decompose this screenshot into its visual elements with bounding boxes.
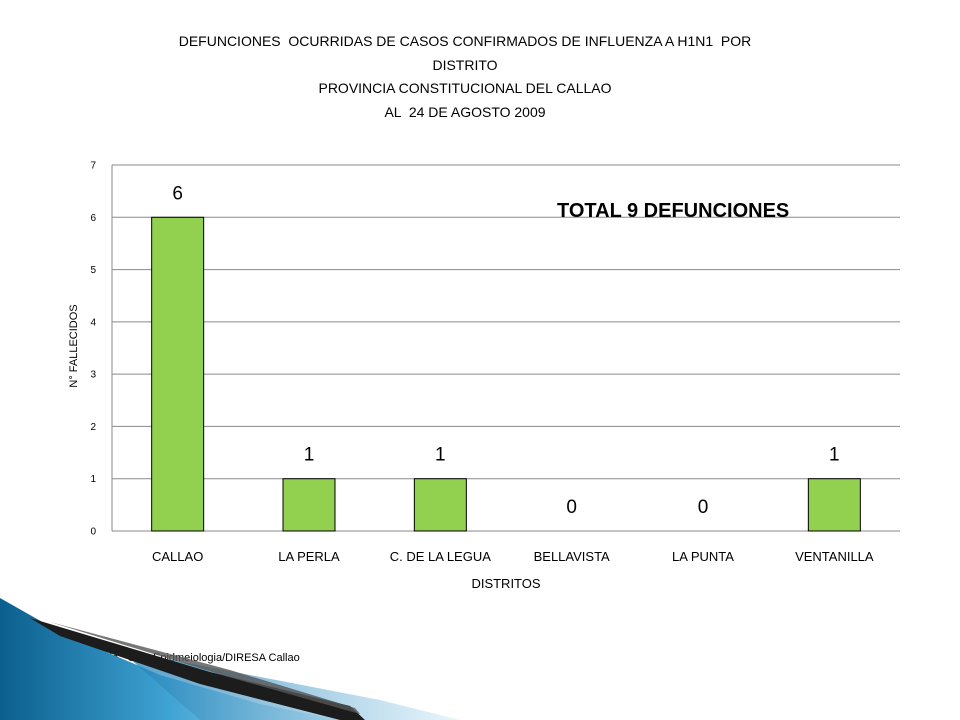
y-tick-label: 4: [90, 317, 96, 328]
chart-title-line: PROVINCIA CONSTITUCIONAL DEL CALLAO: [318, 80, 612, 96]
y-tick-label: 7: [90, 161, 96, 172]
x-tick-label: C. DE LA LEGUA: [390, 549, 491, 564]
y-tick-label: 5: [90, 265, 96, 276]
x-tick-label: LA PUNTA: [672, 549, 734, 564]
y-axis-title: N° FALLECIDOS: [68, 304, 80, 387]
data-label: 1: [435, 445, 446, 466]
bar: [151, 216, 205, 532]
chart-title-line: DISTRITO: [432, 56, 498, 73]
chart-title-line: DEFUNCIONES OCURRIDAS DE CASOS CONFIRMAD…: [178, 33, 752, 49]
bar: [282, 478, 336, 532]
data-label: 0: [566, 497, 577, 518]
y-tick-label: 6: [90, 213, 96, 224]
total-annotation: TOTAL 9 DEFUNCIONES: [557, 200, 789, 222]
y-tick-label: 1: [90, 474, 96, 485]
x-axis-title: DISTRITOS: [471, 576, 540, 591]
x-tick-label: CALLAO: [152, 549, 203, 564]
data-label: 6: [172, 183, 183, 204]
x-tick-label: LA PERLA: [278, 549, 340, 564]
x-tick-label: VENTANILLA: [795, 549, 874, 564]
y-tick-label: 3: [90, 370, 96, 381]
bar: [413, 478, 467, 532]
chart-title: DEFUNCIONES OCURRIDAS DE CASOS CONFIRMAD…: [90, 30, 840, 124]
credit-note: Elaborado : Ofic. Epidmeiologia/DIRESA C…: [68, 652, 300, 664]
y-tick-label: 2: [90, 422, 96, 433]
bar: [807, 478, 861, 532]
data-label: 1: [304, 445, 315, 466]
chart-title-line: AL 24 DE AGOSTO 2009: [384, 103, 546, 120]
y-tick-label: 0: [90, 527, 96, 538]
x-tick-label: BELLAVISTA: [534, 549, 610, 564]
data-label: 0: [698, 497, 709, 518]
data-label: 1: [829, 445, 840, 466]
